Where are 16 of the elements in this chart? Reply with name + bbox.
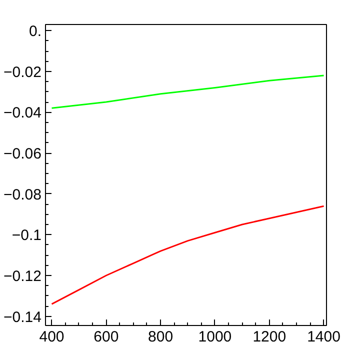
line-series — [51, 74, 325, 109]
x-tick-label: 1200 — [252, 328, 286, 344]
x-tick-label: 600 — [94, 328, 119, 344]
y-tick-label: −0.02 — [4, 64, 42, 81]
x-tick-label: 400 — [39, 328, 64, 344]
y-tick-label: 0. — [28, 23, 42, 40]
y-tick-label: −0.12 — [4, 268, 42, 286]
y-tick-label: −0.08 — [4, 186, 42, 204]
y-tick-label: −0.1 — [12, 227, 42, 244]
x-tick-label: 800 — [148, 328, 174, 344]
line-series — [51, 205, 325, 305]
x-tick-label: 1400 — [307, 328, 340, 344]
y-tick-label: −0.04 — [4, 104, 42, 122]
y-tick-label: −0.14 — [4, 308, 42, 326]
y-tick-label: −0.06 — [4, 146, 42, 163]
x-tick-label: 1000 — [198, 328, 232, 344]
